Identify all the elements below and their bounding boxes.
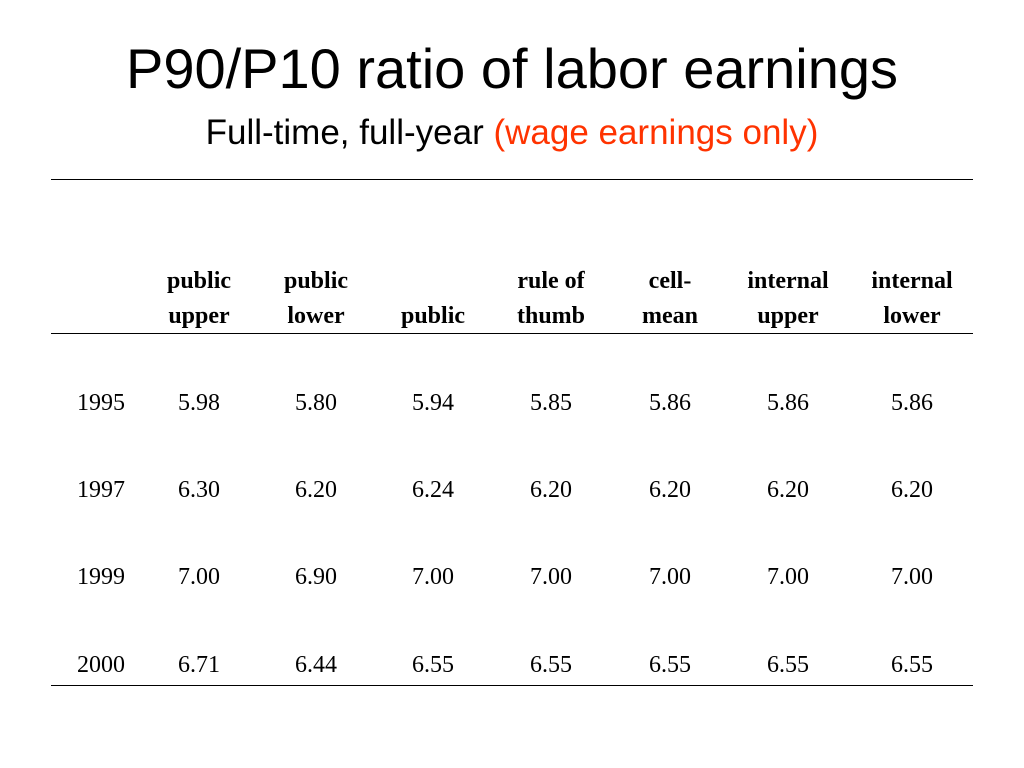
table-cell: 5.98 bbox=[178, 390, 220, 416]
table-cell: 6.55 bbox=[412, 652, 454, 678]
table-cell: 6.44 bbox=[295, 652, 337, 678]
table-cell: 5.94 bbox=[412, 390, 454, 416]
column-header-line2: thumb bbox=[516, 303, 586, 329]
row-year: 1995 bbox=[77, 390, 125, 416]
bottom-rule bbox=[51, 685, 973, 686]
row-year: 2000 bbox=[77, 652, 125, 678]
column-header: rule of thumb bbox=[491, 264, 611, 334]
column-header-line1: rule of bbox=[517, 268, 585, 294]
header-rule bbox=[51, 333, 973, 334]
column-header-line2: lower bbox=[883, 303, 941, 329]
table-cell: 7.00 bbox=[649, 564, 691, 590]
table-cell: 6.20 bbox=[295, 477, 337, 503]
table-cell: 6.55 bbox=[767, 652, 809, 678]
column-header: public lower bbox=[256, 264, 376, 334]
column-header-line1: internal bbox=[871, 268, 953, 294]
table-cell: 6.55 bbox=[530, 652, 572, 678]
table-cell: 6.30 bbox=[178, 477, 220, 503]
subtitle-accent: (wage earnings only) bbox=[493, 113, 819, 152]
table-cell: 5.86 bbox=[649, 390, 691, 416]
column-header-line1 bbox=[373, 264, 493, 299]
column-header-line2: mean bbox=[642, 303, 698, 329]
row-year: 1997 bbox=[77, 477, 125, 503]
subtitle-main: Full-time, full-year bbox=[205, 113, 494, 152]
table-cell: 6.71 bbox=[178, 652, 220, 678]
column-header-line2: upper bbox=[757, 303, 819, 329]
column-header: internal upper bbox=[728, 264, 848, 334]
column-header-line1: public bbox=[283, 268, 349, 294]
column-header-line1: internal bbox=[747, 268, 829, 294]
table-cell: 5.86 bbox=[891, 390, 933, 416]
table-cell: 6.20 bbox=[649, 477, 691, 503]
top-rule bbox=[51, 179, 973, 180]
column-header-line2: upper bbox=[168, 303, 230, 329]
table-cell: 6.90 bbox=[295, 564, 337, 590]
slide-subtitle: Full-time, full-year (wage earnings only… bbox=[0, 111, 1024, 155]
table-cell: 7.00 bbox=[178, 564, 220, 590]
table-cell: 7.00 bbox=[891, 564, 933, 590]
column-header: public upper bbox=[139, 264, 259, 334]
table-cell: 6.55 bbox=[891, 652, 933, 678]
table-cell: 6.20 bbox=[891, 477, 933, 503]
column-header-line2: public bbox=[400, 303, 466, 329]
column-header-line2: lower bbox=[287, 303, 345, 329]
column-header: cell- mean bbox=[610, 264, 730, 334]
table-cell: 6.20 bbox=[767, 477, 809, 503]
table-cell: 5.85 bbox=[530, 390, 572, 416]
table-cell: 7.00 bbox=[767, 564, 809, 590]
column-header-line1: cell- bbox=[648, 268, 692, 294]
table-cell: 5.80 bbox=[295, 390, 337, 416]
table-cell: 7.00 bbox=[530, 564, 572, 590]
table-cell: 6.20 bbox=[530, 477, 572, 503]
table-cell: 6.24 bbox=[412, 477, 454, 503]
table-cell: 7.00 bbox=[412, 564, 454, 590]
table-cell: 5.86 bbox=[767, 390, 809, 416]
table-cell: 6.55 bbox=[649, 652, 691, 678]
column-header: public bbox=[373, 264, 493, 334]
row-year: 1999 bbox=[77, 564, 125, 590]
column-header: internal lower bbox=[852, 264, 972, 334]
slide-title: P90/P10 ratio of labor earnings bbox=[125, 37, 899, 100]
column-header-line1: public bbox=[166, 268, 232, 294]
